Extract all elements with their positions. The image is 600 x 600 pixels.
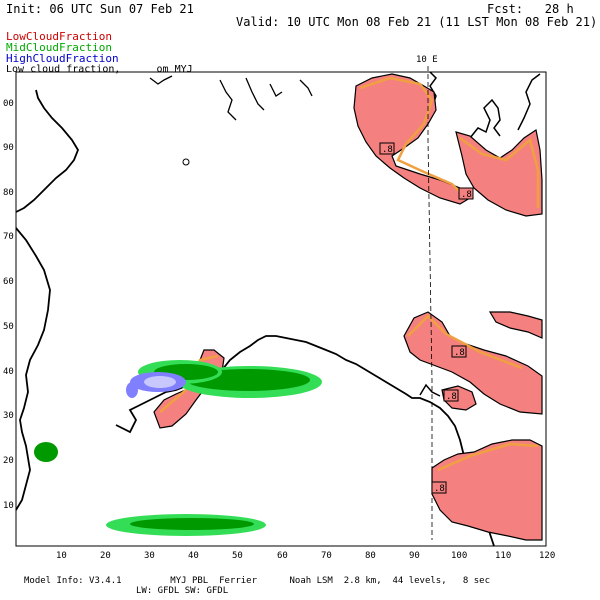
contour-label: .8 (382, 145, 393, 155)
y-tick-label: 50 (3, 322, 14, 332)
contour-label: .8 (446, 392, 457, 402)
map-subtitle: Low cloud fraction, om MYJ (6, 64, 193, 75)
x-tick-label: 20 (100, 551, 111, 561)
plot-frame (15, 71, 547, 547)
x-tick-label: 100 (451, 551, 467, 561)
y-tick-label: 00 (3, 99, 14, 109)
x-tick-label: 70 (321, 551, 332, 561)
low-cloud-region-se (431, 439, 543, 541)
radiation-info: LW: GFDL SW: GFDL (136, 586, 229, 596)
valid-time: Valid: 10 UTC Mon 08 Feb 21 (11 LST Mon … (236, 15, 598, 29)
forecast-hour: Fcst: 28 h (487, 2, 574, 16)
legend-high-cloud: HighCloudFraction (6, 52, 119, 65)
model-info: Model Info: V3.4.1 MYJ PBL Ferrier Noah … (24, 576, 490, 586)
x-tick-label: 30 (144, 551, 155, 561)
x-tick-label: 110 (495, 551, 511, 561)
x-tick-label: 60 (277, 551, 288, 561)
x-tick-label: 120 (539, 551, 555, 561)
island (182, 158, 190, 166)
coast-inlets (149, 75, 313, 121)
x-axis: 10 20 30 40 50 60 70 80 90 100 110 120 (56, 551, 555, 561)
x-tick-label: 10 (56, 551, 67, 561)
y-tick-label: 20 (3, 456, 14, 466)
meridian-line (427, 66, 433, 540)
x-tick-label: 40 (188, 551, 199, 561)
contour-label: .8 (461, 190, 472, 200)
init-time: Init: 06 UTC Sun 07 Feb 21 (6, 2, 194, 16)
contour-label: .8 (434, 484, 445, 494)
x-tick-label: 90 (409, 551, 420, 561)
low-cloud-region-e-1 (403, 311, 543, 415)
y-axis: 10 20 30 40 50 60 70 80 90 00 (3, 99, 14, 511)
y-tick-label: 70 (3, 232, 14, 242)
x-tick-label: 80 (365, 551, 376, 561)
y-tick-label: 90 (3, 143, 14, 153)
legend-low-cloud: LowCloudFraction (6, 30, 112, 43)
low-cloud-region-e-2 (488, 311, 543, 339)
contour-labels: .8 .8 .8 .8 .8 (379, 142, 474, 494)
y-tick-label: 60 (3, 277, 14, 287)
y-tick-label: 10 (3, 501, 14, 511)
high-cloud-regions (126, 372, 186, 398)
y-tick-label: 40 (3, 367, 14, 377)
legend-mid-cloud: MidCloudFraction (6, 41, 112, 54)
mid-cloud-patch-west (34, 442, 58, 462)
coastline (15, 89, 495, 547)
meridian-label: 10 E (416, 55, 438, 65)
low-cloud-region-ne-2 (455, 129, 543, 217)
y-tick-label: 30 (3, 411, 14, 421)
x-tick-label: 50 (232, 551, 243, 561)
contour-label: .8 (454, 348, 465, 358)
y-tick-label: 80 (3, 188, 14, 198)
low-cloud-regions (153, 73, 543, 541)
low-cloud-contours (159, 76, 540, 472)
